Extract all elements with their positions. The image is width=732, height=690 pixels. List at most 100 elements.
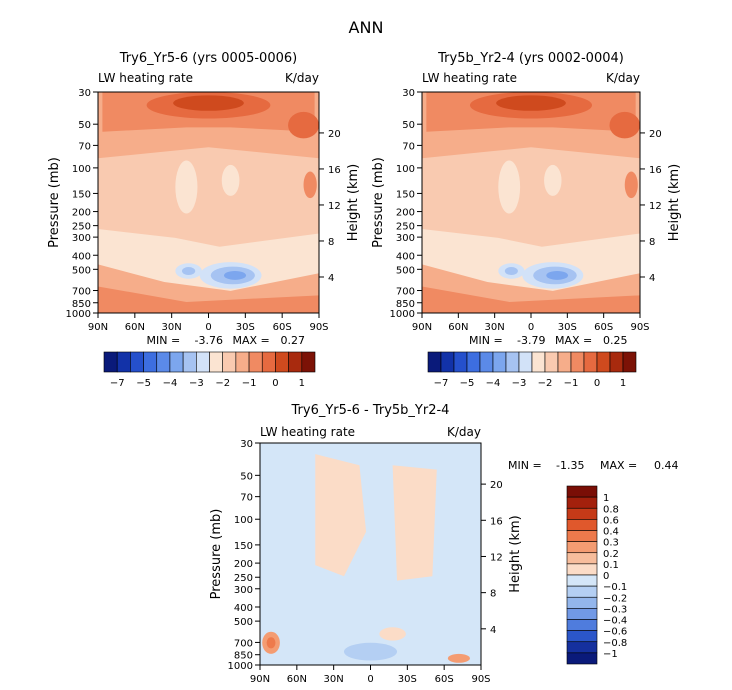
min-label: MIN =: [469, 334, 503, 347]
colorbar-swatch: [261, 351, 276, 373]
y-tick-label: 70: [402, 141, 415, 152]
colorbar-swatch: [566, 530, 598, 542]
min-value: -3.76: [195, 334, 223, 347]
colorbar-swatch: [492, 351, 507, 373]
contour-region: [260, 443, 316, 603]
colorbar-swatch: [566, 552, 598, 565]
x-tick-label: 60S: [435, 674, 454, 685]
colorbar-swatch: [566, 496, 598, 509]
contour-region: [98, 286, 319, 313]
contour-region: [498, 160, 521, 214]
colorbar-swatch: [596, 351, 611, 373]
colorbar-swatch: [566, 619, 598, 631]
y-tick-label: 700: [396, 287, 415, 298]
colorbar-label: −0.8: [603, 638, 627, 649]
colorbar-label: −0.4: [603, 616, 627, 627]
x-tick-label: 30N: [485, 322, 505, 333]
colorbar-label: −1: [603, 649, 618, 660]
height-tick-label: 8: [490, 589, 496, 600]
colorbar-label: 0: [272, 378, 278, 389]
y-tick-label: 500: [72, 265, 91, 276]
x-tick-label: 0: [205, 322, 211, 333]
y-tick-label: 1000: [66, 309, 91, 320]
contour-region: [392, 465, 437, 581]
colorbar-swatch: [143, 351, 158, 373]
contour-region: [266, 637, 276, 649]
colorbar-swatch: [566, 507, 598, 520]
colorbar-swatch: [182, 351, 197, 373]
contour-region: [221, 164, 240, 196]
y-tick-label: 70: [78, 141, 91, 152]
x-tick-label: 60N: [125, 322, 145, 333]
colorbar-swatch: [222, 351, 237, 373]
y-axis-title: Pressure (mb): [209, 509, 224, 600]
height-tick-label: 12: [649, 201, 662, 212]
colorbar-swatch: [116, 351, 131, 373]
right-axis-title: Height (km): [508, 515, 523, 592]
variable-label: LW heating rate: [260, 425, 355, 439]
x-tick-label: 90S: [630, 322, 649, 333]
y-tick-label: 1000: [228, 661, 253, 672]
x-tick-label: 60S: [273, 322, 292, 333]
colorbar-swatch: [518, 351, 533, 373]
colorbar-swatch: [566, 652, 598, 665]
colorbar-swatch: [566, 630, 598, 643]
colorbar-swatch: [531, 351, 546, 373]
y-tick-label: 850: [396, 299, 415, 310]
figure-title: ANN: [349, 18, 384, 37]
height-tick-label: 16: [649, 165, 662, 176]
y-tick-label: 200: [72, 208, 91, 219]
x-tick-label: 60N: [448, 322, 468, 333]
colorbar-label: −0.1: [603, 582, 627, 593]
colorbar-swatch: [505, 351, 520, 373]
colorbar-swatch: [453, 351, 468, 373]
colorbar-label: −5: [460, 378, 475, 389]
height-tick-label: 20: [490, 480, 503, 491]
colorbar-swatch: [275, 351, 289, 373]
colorbar-swatch: [566, 596, 598, 609]
contour-region: [288, 111, 319, 139]
colorbar-label: −2: [215, 378, 230, 389]
x-tick-label: 90N: [412, 322, 432, 333]
colorbar-swatch: [566, 541, 598, 554]
x-tick-label: 90N: [250, 674, 270, 685]
contour-region: [379, 627, 406, 641]
y-tick-label: 300: [396, 233, 415, 244]
y-tick-label: 50: [240, 471, 253, 482]
colorbar-label: 1: [620, 378, 626, 389]
panel-right: Try5b_Yr2-4 (yrs 0002-0004) LW heating ra…: [371, 51, 682, 389]
colorbar-label: 0.2: [603, 549, 619, 560]
y-tick-label: 850: [234, 651, 253, 662]
contour-region: [422, 286, 640, 313]
colorbar-label: −0.6: [603, 627, 627, 638]
height-tick-label: 16: [490, 516, 503, 527]
height-tick-label: 12: [490, 552, 503, 563]
height-tick-label: 8: [649, 237, 655, 248]
colorbar-label: −4: [486, 378, 501, 389]
x-tick-label: 0: [528, 322, 534, 333]
y-tick-label: 70: [240, 493, 253, 504]
y-tick-label: 850: [72, 299, 91, 310]
contour-region: [181, 267, 196, 275]
colorbar-swatch: [557, 351, 572, 373]
colorbar-swatch: [156, 351, 171, 373]
contour-region: [504, 267, 518, 275]
y-tick-label: 400: [72, 251, 91, 262]
y-tick-label: 400: [234, 603, 253, 614]
contour-region: [260, 602, 481, 665]
contour-region: [447, 653, 470, 663]
y-tick-label: 500: [396, 265, 415, 276]
y-tick-label: 300: [234, 585, 253, 596]
colorbar-label: −1: [242, 378, 257, 389]
colorbar-swatch: [566, 519, 598, 531]
x-tick-label: 30N: [162, 322, 182, 333]
colorbar-swatch: [609, 351, 624, 373]
x-tick-label: 30S: [558, 322, 577, 333]
variable-label: LW heating rate: [98, 71, 193, 85]
max-value: 0.27: [281, 334, 306, 347]
colorbar-swatch: [196, 351, 210, 373]
y-tick-label: 150: [72, 189, 91, 200]
contour-region: [343, 642, 398, 661]
y-tick-label: 400: [396, 251, 415, 262]
